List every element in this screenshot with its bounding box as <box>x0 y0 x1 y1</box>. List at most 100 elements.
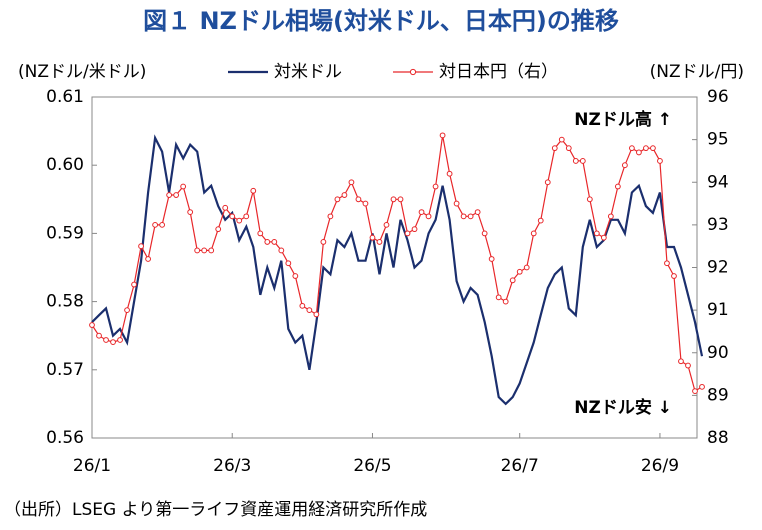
series-marker <box>222 204 229 211</box>
series-marker <box>243 213 250 220</box>
series-marker <box>664 260 670 267</box>
series-marker <box>306 307 313 314</box>
series-line <box>91 134 704 406</box>
series-marker <box>488 256 495 262</box>
series-marker <box>671 273 677 279</box>
series-marker <box>236 217 243 224</box>
series-marker <box>418 209 425 215</box>
series-marker <box>96 332 102 339</box>
series-marker <box>89 322 95 328</box>
series-marker <box>138 243 144 250</box>
series-marker <box>425 213 432 220</box>
series-marker <box>579 158 586 164</box>
series-marker <box>643 145 649 152</box>
y2-tick-label: 88 <box>707 428 729 448</box>
series-marker <box>264 239 271 245</box>
series-marker <box>657 158 663 164</box>
series-marker <box>327 213 334 220</box>
series-marker <box>278 247 285 254</box>
series-marker <box>607 213 614 220</box>
series-marker <box>397 196 404 203</box>
y2-tick-label: 95 <box>707 130 729 150</box>
y-tick-label: 0.61 <box>46 87 84 107</box>
series-marker <box>621 162 628 169</box>
series-marker <box>481 230 488 237</box>
series-marker <box>439 132 446 139</box>
series-marker <box>460 213 467 220</box>
series-marker <box>572 158 579 164</box>
y-tick-label: 0.59 <box>46 223 84 243</box>
series-marker <box>376 239 383 245</box>
y-tick-label: 0.58 <box>46 292 84 312</box>
series-marker <box>432 183 439 190</box>
series-marker <box>348 179 355 186</box>
series-marker <box>159 221 166 228</box>
series-marker <box>614 183 621 190</box>
series-marker <box>257 230 264 237</box>
x-tick-label: 26/3 <box>213 456 251 476</box>
series-marker <box>208 247 215 254</box>
series-marker <box>229 213 236 220</box>
series-line <box>91 135 703 393</box>
legend-label: 対米ドル <box>274 62 342 82</box>
series-marker <box>194 247 201 254</box>
series-marker <box>558 136 565 143</box>
series-marker <box>313 311 320 318</box>
x-tick-label: 26/7 <box>501 456 539 476</box>
series-marker <box>250 187 257 194</box>
y2-axis-label: (NZドル/円) <box>650 62 744 82</box>
series-marker <box>173 192 180 198</box>
series-marker <box>593 230 600 237</box>
y2-tick-label: 90 <box>707 343 729 363</box>
series-marker <box>565 145 572 152</box>
chart-title: 図１ NZドル相場(対米ドル、日本円)の推移 <box>143 7 619 35</box>
y2-tick-label: 93 <box>707 215 729 235</box>
series-marker <box>180 183 187 190</box>
y-tick-label: 0.57 <box>46 360 84 380</box>
series-marker <box>383 221 390 228</box>
series-marker <box>369 234 376 241</box>
series-marker <box>453 200 460 207</box>
legend-label: 対日本円（右） <box>439 62 558 82</box>
series-marker <box>530 230 537 237</box>
series-marker <box>334 196 341 203</box>
y2-tick-label: 96 <box>707 87 729 107</box>
legend-marker <box>409 68 417 76</box>
series-marker <box>509 277 516 284</box>
series-marker <box>699 383 705 390</box>
series-marker <box>600 234 607 241</box>
series-marker <box>411 226 418 233</box>
series-marker <box>685 362 691 369</box>
series-marker <box>215 226 222 233</box>
series-marker <box>341 192 348 198</box>
series-marker <box>362 200 369 207</box>
series-marker <box>145 256 151 262</box>
x-tick-label: 26/5 <box>353 456 391 476</box>
series-marker <box>544 179 551 186</box>
series-marker <box>187 209 194 215</box>
series-marker <box>628 145 635 152</box>
series-marker <box>131 281 137 288</box>
series-marker <box>636 149 642 156</box>
series-marker <box>523 264 530 271</box>
series-marker <box>446 170 453 177</box>
y2-tick-label: 91 <box>707 300 729 320</box>
y2-tick-label: 92 <box>707 258 729 278</box>
series-marker <box>467 213 474 220</box>
y-tick-label: 0.60 <box>46 155 84 175</box>
y2-tick-label: 89 <box>707 385 729 405</box>
series-marker <box>285 260 292 267</box>
series-marker <box>404 230 411 237</box>
series-marker <box>502 298 509 305</box>
y-tick-label: 0.56 <box>46 428 84 448</box>
y-axis-label: (NZドル/米ドル) <box>18 62 146 82</box>
series-marker <box>678 358 684 365</box>
series-marker <box>299 302 306 309</box>
series-marker <box>166 192 173 198</box>
series-marker <box>117 337 123 343</box>
series-marker <box>551 145 558 152</box>
series-marker <box>355 196 362 203</box>
series-marker <box>271 239 278 245</box>
series-marker <box>495 294 502 301</box>
